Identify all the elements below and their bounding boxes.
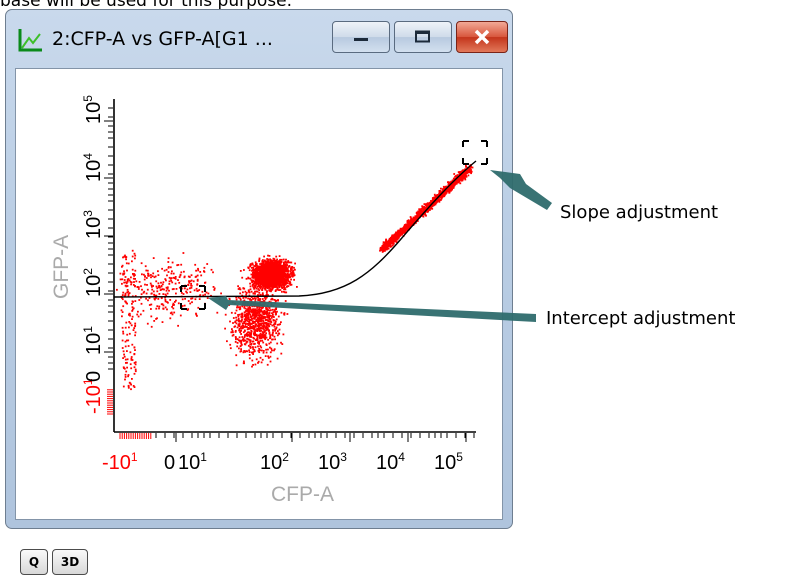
maximize-icon bbox=[415, 30, 430, 43]
plot-area[interactable]: -101 0 101 102 103 104 105 GFP-A -101 0 … bbox=[15, 68, 503, 575]
axis-ticks bbox=[104, 107, 475, 442]
y-tick-label-10-3: 103 bbox=[81, 210, 105, 239]
dot-plot[interactable]: -101 0 101 102 103 104 105 GFP-A -101 0 … bbox=[16, 69, 502, 519]
y-tick-label-10-2: 102 bbox=[81, 268, 105, 297]
minimize-button[interactable] bbox=[332, 21, 390, 53]
slope-handle[interactable] bbox=[462, 140, 488, 165]
minimize-icon bbox=[354, 38, 368, 41]
y-tick-label-zero: 0 bbox=[83, 371, 105, 382]
x-tick-label-10-3: 103 bbox=[318, 450, 347, 474]
intercept-annotation: Intercept adjustment bbox=[546, 308, 736, 329]
x-tick-label-10-2: 102 bbox=[260, 450, 289, 474]
x-tick-label-neg: -101 bbox=[102, 450, 138, 474]
plot-axes-icon bbox=[18, 29, 42, 52]
plot-window: 2:CFP-A vs GFP-A[G1 ... bbox=[5, 9, 513, 575]
3d-button[interactable]: 3D bbox=[52, 549, 88, 575]
y-tick-label-10-4: 104 bbox=[81, 153, 105, 182]
y-tick-label-10-1: 101 bbox=[81, 326, 105, 355]
window-title: 2:CFP-A vs GFP-A[G1 ... bbox=[52, 28, 273, 50]
slope-arrow bbox=[490, 170, 552, 210]
close-icon bbox=[474, 29, 490, 45]
annotation-layer bbox=[208, 170, 552, 322]
intercept-handle[interactable] bbox=[180, 285, 206, 310]
y-tick-label-neg: -101 bbox=[81, 378, 105, 414]
intercept-arrow bbox=[208, 296, 536, 322]
close-button[interactable] bbox=[456, 21, 508, 53]
x-axis-label: CFP-A bbox=[271, 483, 334, 506]
y-axis-label: GFP-A bbox=[50, 235, 73, 299]
maximize-button[interactable] bbox=[394, 21, 452, 53]
compensation-curve bbox=[113, 160, 477, 298]
x-tick-label-10-1: 101 bbox=[178, 450, 207, 474]
y-tick-label-10-5: 105 bbox=[81, 95, 105, 124]
x-tick-label-10-5: 105 bbox=[434, 450, 463, 474]
x-tick-label-zero: 0 bbox=[164, 452, 175, 474]
slope-annotation: Slope adjustment bbox=[560, 202, 719, 223]
caption-fragment: base will be used for this purpose. bbox=[0, 0, 293, 11]
quadrant-button[interactable]: Q bbox=[20, 549, 48, 575]
x-tick-label-10-4: 104 bbox=[376, 450, 405, 474]
title-bar[interactable]: 2:CFP-A vs GFP-A[G1 ... bbox=[6, 10, 512, 68]
